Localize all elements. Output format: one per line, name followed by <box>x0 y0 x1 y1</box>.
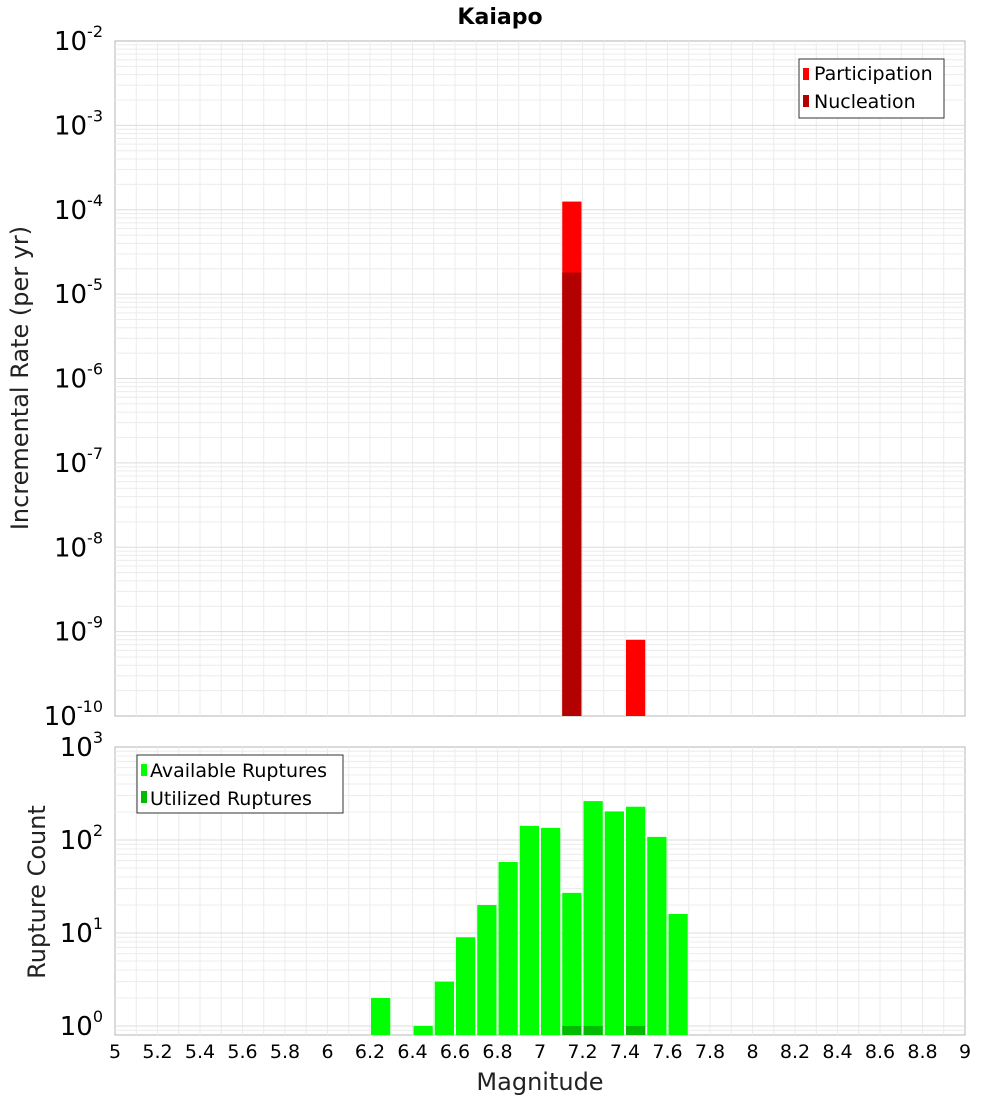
x-tick-label: 8.8 <box>907 1041 937 1063</box>
bar-utilized-ruptures <box>562 1025 582 1035</box>
x-tick-label: 9 <box>959 1041 971 1063</box>
bar-available-ruptures <box>371 997 391 1035</box>
x-tick-label: 6.6 <box>440 1041 470 1063</box>
y-tick-label: 10-5 <box>54 275 103 310</box>
legend-participation-label: Participation <box>814 63 933 85</box>
x-tick-label: 6.4 <box>397 1041 427 1063</box>
x-tick-label: 8 <box>746 1041 758 1063</box>
x-tick-label: 5 <box>109 1041 121 1063</box>
x-tick-label: 8.6 <box>865 1041 895 1063</box>
x-tick-label: 5.6 <box>227 1041 257 1063</box>
y-tick-label: 10-2 <box>54 22 103 57</box>
bottom-panel: 103 102 101 100 5 5.2 5.4 5.6 5.8 6 6.2 6.4 6.6 6.8 7… <box>23 728 971 1096</box>
x-tick-label: 8.4 <box>822 1041 852 1063</box>
bottom-legend: Available Ruptures Utilized Ruptures <box>136 754 344 814</box>
bar-available-ruptures <box>456 937 476 1035</box>
bar-available-ruptures <box>519 825 539 1035</box>
bottom-legend-box <box>136 754 344 814</box>
bar-available-ruptures <box>626 806 646 1035</box>
y-tick-label: 103 <box>60 728 103 763</box>
y-tick-label: 101 <box>60 914 103 949</box>
bar-available-ruptures <box>477 904 497 1035</box>
y-tick-label: 10-3 <box>54 106 103 141</box>
x-tick-label: 7.2 <box>567 1041 597 1063</box>
bar-available-ruptures <box>647 836 667 1035</box>
legend-nucleation-label: Nucleation <box>814 91 916 113</box>
x-tick-label: 8.2 <box>780 1041 810 1063</box>
bar-available-ruptures <box>498 861 518 1035</box>
x-tick-label: 6.2 <box>355 1041 385 1063</box>
bar-available-ruptures <box>583 801 603 1035</box>
legend-participation-swatch <box>803 68 809 80</box>
x-tick-label: 6 <box>321 1041 333 1063</box>
x-tick-label: 5.2 <box>142 1041 172 1063</box>
bar-available-ruptures <box>668 914 688 1035</box>
bar-utilized-ruptures <box>626 1025 646 1035</box>
y-tick-label: 10-4 <box>54 191 103 226</box>
top-legend-box <box>798 58 945 119</box>
top-y-axis-label: Incremental Rate (per yr) <box>6 226 34 530</box>
bar-available-ruptures <box>604 811 624 1035</box>
x-tick-labels: 5 5.2 5.4 5.6 5.8 6 6.2 6.4 6.6 6.8 7 7.2 7.4 7.6 7.8 8… <box>109 1041 971 1063</box>
x-tick-label: 7.8 <box>695 1041 725 1063</box>
legend-available-swatch <box>141 764 147 776</box>
bar-available-ruptures <box>434 981 454 1035</box>
top-bars <box>562 201 646 716</box>
legend-nucleation-swatch <box>803 95 809 107</box>
legend-utilized-swatch <box>141 791 147 803</box>
y-tick-label: 10-6 <box>54 360 103 395</box>
chart-title: Kaiapo <box>457 5 542 30</box>
legend-utilized-label: Utilized Ruptures <box>150 788 312 810</box>
bottom-bars <box>371 801 688 1035</box>
bottom-y-axis-label: Rupture Count <box>23 805 51 979</box>
x-tick-label: 7.6 <box>652 1041 682 1063</box>
bottom-y-tick-labels: 103 102 101 100 <box>60 728 103 1042</box>
top-legend: Participation Nucleation <box>798 58 945 119</box>
bottom-gridlines <box>115 747 965 1035</box>
bar-nucleation <box>562 272 582 716</box>
top-y-tick-labels: 10-2 10-3 10-4 10-5 10-6 10-7 10-8 10-9 10-10 <box>44 22 103 732</box>
x-tick-label: 5.4 <box>185 1041 215 1063</box>
top-gridlines <box>115 41 965 716</box>
bar-participation <box>626 639 646 716</box>
x-tick-label: 7.4 <box>610 1041 640 1063</box>
bar-available-ruptures <box>541 827 561 1035</box>
x-axis-label: Magnitude <box>476 1068 603 1096</box>
top-panel: 10-2 10-3 10-4 10-5 10-6 10-7 10-8 10-9 10-10 In… <box>6 22 966 732</box>
bar-available-ruptures <box>413 1025 433 1035</box>
y-tick-label: 10-9 <box>54 613 103 648</box>
y-tick-label: 10-7 <box>54 444 103 479</box>
y-tick-label: 102 <box>60 821 103 856</box>
x-tick-label: 6.8 <box>482 1041 512 1063</box>
bar-utilized-ruptures <box>583 1025 603 1035</box>
legend-available-label: Available Ruptures <box>150 760 327 782</box>
y-tick-label: 10-8 <box>54 528 103 563</box>
x-tick-label: 5.8 <box>270 1041 300 1063</box>
x-tick-label: 7 <box>534 1041 546 1063</box>
y-tick-label: 10-10 <box>44 697 103 732</box>
y-tick-label: 100 <box>60 1007 103 1042</box>
bar-available-ruptures <box>562 892 582 1035</box>
